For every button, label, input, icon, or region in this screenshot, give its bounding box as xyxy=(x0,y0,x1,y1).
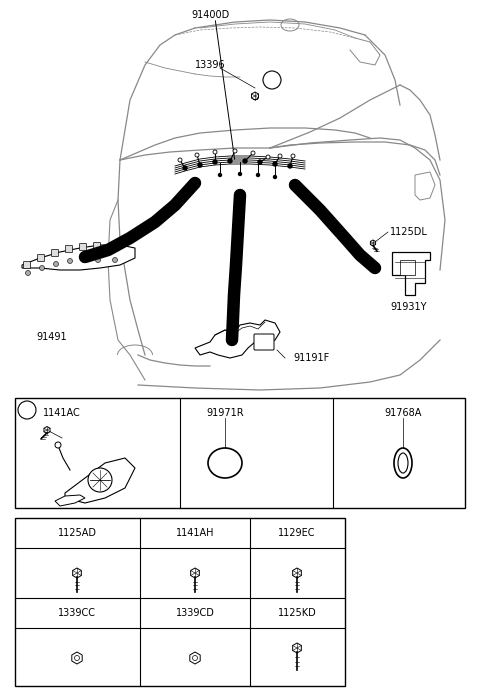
Text: 1129EC: 1129EC xyxy=(278,528,316,538)
Polygon shape xyxy=(191,568,199,578)
Circle shape xyxy=(25,271,31,276)
Polygon shape xyxy=(55,495,85,506)
Text: a: a xyxy=(269,75,275,84)
FancyBboxPatch shape xyxy=(80,244,86,251)
Text: 91971R: 91971R xyxy=(206,408,244,418)
Circle shape xyxy=(39,265,45,271)
Polygon shape xyxy=(293,643,301,653)
Polygon shape xyxy=(65,458,135,503)
Circle shape xyxy=(192,656,197,661)
Text: 91768A: 91768A xyxy=(384,408,422,418)
Text: a: a xyxy=(24,406,30,415)
Polygon shape xyxy=(400,260,415,275)
FancyBboxPatch shape xyxy=(51,249,59,257)
Text: 91491: 91491 xyxy=(36,332,67,342)
Circle shape xyxy=(239,173,241,175)
Bar xyxy=(15,398,465,508)
Text: 1125DL: 1125DL xyxy=(390,227,428,237)
Text: 91400D: 91400D xyxy=(191,10,229,20)
Polygon shape xyxy=(22,245,135,270)
Polygon shape xyxy=(392,252,430,295)
Circle shape xyxy=(53,262,59,267)
Polygon shape xyxy=(415,172,435,200)
FancyBboxPatch shape xyxy=(65,246,72,253)
Text: 91191F: 91191F xyxy=(293,353,329,363)
Circle shape xyxy=(198,163,202,167)
Circle shape xyxy=(112,258,118,262)
Circle shape xyxy=(178,158,182,162)
Circle shape xyxy=(195,153,199,157)
Circle shape xyxy=(228,159,232,163)
Text: 91931Y: 91931Y xyxy=(390,302,427,312)
Text: 1141AC: 1141AC xyxy=(43,408,81,418)
FancyBboxPatch shape xyxy=(110,244,118,251)
Polygon shape xyxy=(371,240,375,246)
Text: 1125KD: 1125KD xyxy=(277,608,316,618)
Circle shape xyxy=(273,162,277,166)
Circle shape xyxy=(82,258,86,262)
FancyBboxPatch shape xyxy=(37,255,45,262)
Text: 1141AH: 1141AH xyxy=(176,528,214,538)
Circle shape xyxy=(291,154,295,158)
Polygon shape xyxy=(293,568,301,578)
Circle shape xyxy=(213,150,217,154)
Text: 1339CD: 1339CD xyxy=(176,608,215,618)
Circle shape xyxy=(233,149,237,153)
Polygon shape xyxy=(72,652,82,664)
Text: 1125AD: 1125AD xyxy=(58,528,96,538)
Circle shape xyxy=(74,656,80,661)
Circle shape xyxy=(68,258,72,264)
Circle shape xyxy=(251,151,255,155)
Text: 1339CC: 1339CC xyxy=(58,608,96,618)
Circle shape xyxy=(183,166,187,170)
Polygon shape xyxy=(190,652,200,664)
Circle shape xyxy=(278,154,282,158)
Circle shape xyxy=(256,173,260,177)
Circle shape xyxy=(243,159,247,163)
Circle shape xyxy=(55,442,61,448)
Polygon shape xyxy=(252,92,258,100)
Circle shape xyxy=(88,468,112,492)
FancyBboxPatch shape xyxy=(94,242,100,249)
FancyBboxPatch shape xyxy=(24,262,31,269)
Polygon shape xyxy=(72,568,81,578)
Circle shape xyxy=(258,160,262,164)
Circle shape xyxy=(18,401,36,419)
Circle shape xyxy=(213,160,217,164)
Circle shape xyxy=(263,71,281,89)
Polygon shape xyxy=(195,320,280,358)
Circle shape xyxy=(218,173,221,177)
Bar xyxy=(15,518,345,686)
FancyBboxPatch shape xyxy=(254,334,274,350)
Circle shape xyxy=(274,175,276,178)
Text: 13396: 13396 xyxy=(195,60,225,70)
Circle shape xyxy=(288,164,292,168)
Polygon shape xyxy=(44,427,50,434)
Circle shape xyxy=(96,258,100,262)
Circle shape xyxy=(266,155,270,159)
